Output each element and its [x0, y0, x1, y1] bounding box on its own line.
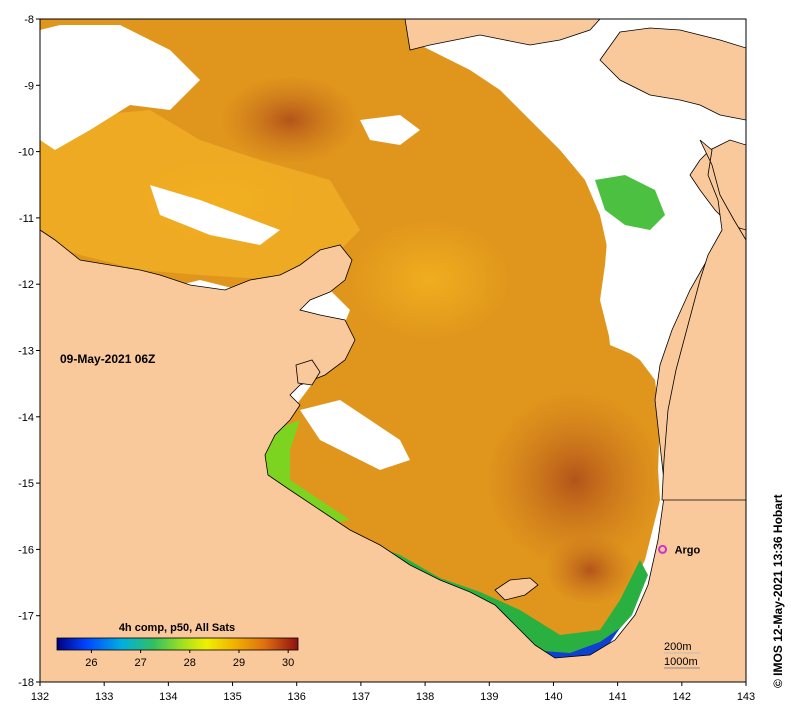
lon-tick-label: 133: [95, 691, 113, 703]
colorbar-title: 4h comp, p50, All Sats: [119, 622, 235, 634]
land-new-guinea: [405, 19, 746, 231]
lon-tick-label: 140: [544, 691, 562, 703]
lat-tick-label: -9: [24, 80, 34, 92]
lon-tick-label: 141: [608, 691, 626, 703]
no-data-east: [420, 19, 746, 365]
lat-tick-label: -11: [19, 213, 34, 225]
colorbar-ticks: 26 27 28 29 30: [85, 650, 294, 669]
date-label: 09-May-2021 06Z: [60, 352, 155, 366]
no-data-northwest: [40, 25, 200, 150]
lon-tick-label: 142: [673, 691, 691, 703]
latitude-axis: -8 -9 -10 -11 -12 -13 -14 -15 -16 -17 -18: [18, 14, 40, 689]
argo-label: Argo: [675, 544, 701, 556]
sst-warm-patch-2: [130, 155, 310, 245]
lat-tick-label: -8: [24, 14, 34, 26]
credit-label-wrapper: © IMOS 12-May-2021 13:36 Hobart: [771, 494, 785, 688]
lat-tick-label: -10: [18, 147, 34, 159]
lon-tick-label: 132: [31, 691, 49, 703]
colorbar-tick-label: 26: [85, 657, 97, 669]
longitude-axis: 132 133 134 135 136 137 138 139 140 141 142 143: [31, 682, 755, 703]
lat-tick-label: -17: [18, 611, 34, 623]
lat-tick-label: -14: [18, 412, 34, 424]
colorbar-tick-label: 28: [184, 657, 196, 669]
lat-tick-label: -16: [18, 544, 34, 556]
no-data-north-mid: [360, 115, 420, 145]
lon-tick-label: 134: [159, 691, 177, 703]
lon-tick-label: 139: [480, 691, 498, 703]
land-new-guinea-south: [404, 19, 601, 51]
lat-tick-label: -18: [18, 677, 34, 689]
argo-float-marker[interactable]: [658, 544, 668, 554]
contour-200-label: 200m: [664, 641, 692, 653]
lon-tick-label: 135: [223, 691, 241, 703]
no-data-gulf-west: [300, 400, 410, 470]
contour-1000-label: 1000m: [664, 656, 698, 668]
land-cape-york: [661, 139, 746, 501]
lat-tick-label: -12: [18, 279, 34, 291]
land-arnhem: [40, 219, 746, 682]
lon-tick-label: 138: [416, 691, 434, 703]
colorbar-tick-label: 29: [233, 657, 245, 669]
sst-cool-band-west: [262, 420, 350, 525]
lon-tick-label: 143: [737, 691, 755, 703]
colorbar-tick-label: 27: [134, 657, 146, 669]
lon-tick-label: 137: [352, 691, 370, 703]
sst-warm-patch: [350, 220, 510, 340]
sst-hot-core-2: [545, 535, 635, 605]
colorbar: [56, 637, 299, 651]
sst-cool-patch-ne: [595, 175, 665, 230]
sst-hot-north: [220, 75, 360, 165]
colorbar-tick-label: 30: [282, 657, 294, 669]
land-groote-eylandt: [295, 359, 321, 386]
no-data-west-mid: [150, 185, 280, 245]
lon-tick-label: 136: [288, 691, 306, 703]
land-mornington-island: [494, 577, 539, 601]
lat-tick-label: -13: [18, 346, 34, 358]
lat-tick-label: -15: [18, 478, 34, 490]
sst-hot-core: [485, 390, 665, 570]
credit-label: © IMOS 12-May-2021 13:36 Hobart: [771, 494, 785, 688]
